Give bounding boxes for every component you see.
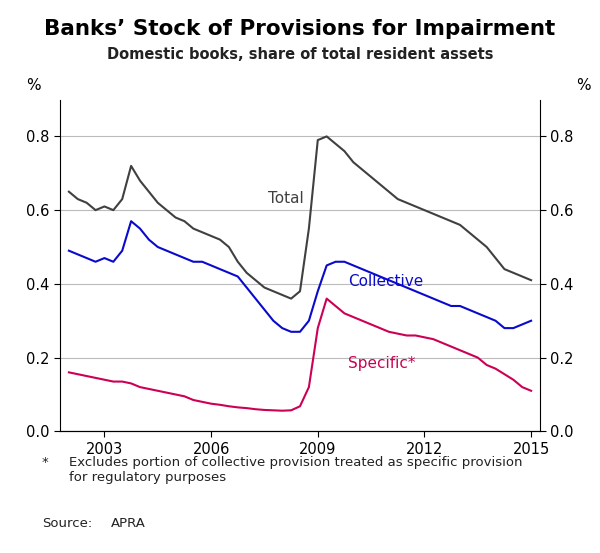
Text: Excludes portion of collective provision treated as specific provision
for regul: Excludes portion of collective provision… — [69, 456, 523, 484]
Text: Banks’ Stock of Provisions for Impairment: Banks’ Stock of Provisions for Impairmen… — [44, 19, 556, 39]
Text: Specific*: Specific* — [348, 356, 415, 371]
Text: Total: Total — [268, 191, 304, 206]
Text: Domestic books, share of total resident assets: Domestic books, share of total resident … — [107, 47, 493, 62]
Text: %: % — [26, 78, 41, 93]
Text: Source:: Source: — [42, 517, 92, 530]
Text: APRA: APRA — [111, 517, 146, 530]
Text: *: * — [42, 456, 49, 469]
Text: Collective: Collective — [348, 274, 423, 289]
Text: %: % — [576, 78, 590, 93]
